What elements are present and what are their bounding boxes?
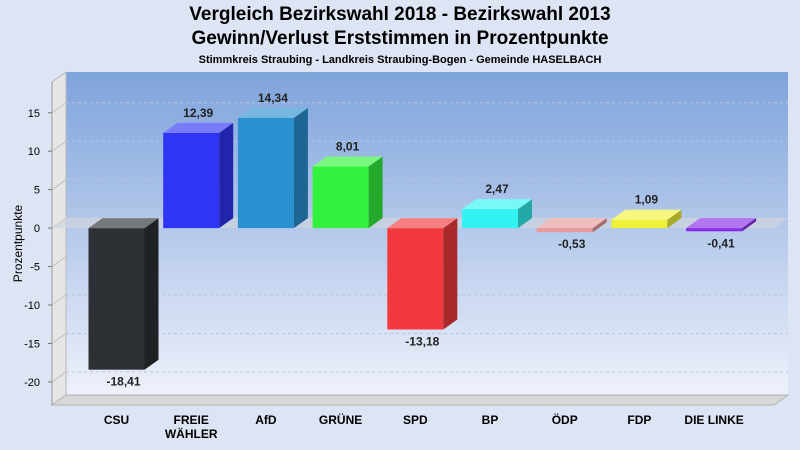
bar-top xyxy=(237,107,308,118)
bar-side xyxy=(592,218,607,233)
value-label: 14,34 xyxy=(258,91,288,105)
y-tick-label: -10 xyxy=(24,300,40,312)
value-label: -0,41 xyxy=(707,236,735,250)
bar-top xyxy=(686,218,757,229)
plot-floor xyxy=(50,394,790,406)
value-label: 2,47 xyxy=(485,182,509,196)
value-label: 12,39 xyxy=(183,106,213,120)
bar-side xyxy=(667,209,682,229)
value-label: 1,09 xyxy=(635,193,659,207)
bar-side xyxy=(293,107,308,229)
gridline-side xyxy=(51,294,67,306)
bar-front xyxy=(686,228,743,232)
gridline-side xyxy=(51,371,67,383)
bar xyxy=(686,218,757,232)
bar xyxy=(536,218,607,233)
gridline-side xyxy=(51,179,67,191)
bar-side xyxy=(518,199,532,229)
bar-front xyxy=(536,228,593,233)
value-label: -0,53 xyxy=(558,237,586,251)
bar xyxy=(462,199,532,229)
y-tick-label: -5 xyxy=(30,262,40,274)
bar xyxy=(237,107,308,229)
category-label: ÖDP xyxy=(552,412,578,427)
bar-top xyxy=(163,122,234,133)
bar-top xyxy=(312,156,383,167)
y-tick-label: -15 xyxy=(24,338,40,350)
bar-front xyxy=(312,166,369,229)
bar xyxy=(312,156,383,229)
category-label: SPD xyxy=(403,413,428,427)
bar-top xyxy=(611,209,682,220)
category-label: FDP xyxy=(627,413,651,427)
plot-side-wall xyxy=(51,71,67,406)
y-tick-label: 5 xyxy=(34,185,40,197)
chart-subtitle: Gewinn/Verlust Erststimmen in Prozentpun… xyxy=(191,28,609,49)
bar xyxy=(163,122,234,229)
category-label: GRÜNE xyxy=(319,412,362,427)
bar-top xyxy=(88,218,159,229)
value-label: 8,01 xyxy=(336,140,360,154)
bar-side xyxy=(368,156,383,229)
y-tick-label: 15 xyxy=(28,108,40,120)
gridline-side xyxy=(51,333,67,344)
value-label: -18,41 xyxy=(106,375,140,389)
category-label: BP xyxy=(482,413,499,427)
category-label: FREIE WÄHLER xyxy=(165,413,218,441)
y-tick-label: 0 xyxy=(34,223,40,235)
bar-top xyxy=(462,199,532,210)
bar-front xyxy=(237,117,294,229)
gridline-side xyxy=(51,102,67,114)
bar-side xyxy=(144,218,159,370)
gridline-side xyxy=(51,256,67,267)
gridline-side xyxy=(51,140,67,152)
category-label: DIE LINKE xyxy=(684,413,743,427)
category-label: AfD xyxy=(255,413,277,427)
bar-side xyxy=(219,122,234,229)
chart-titles: Vergleich Bezirkswahl 2018 - Bezirkswahl… xyxy=(0,0,800,67)
bar-front xyxy=(387,228,444,330)
y-tick-label: -20 xyxy=(24,377,40,389)
y-tick-label: 10 xyxy=(28,146,40,158)
bar-side xyxy=(443,218,458,330)
bar-top xyxy=(387,218,458,229)
bar xyxy=(387,218,458,330)
bar xyxy=(88,218,159,370)
bar-front xyxy=(611,219,668,229)
bar-front xyxy=(163,132,220,229)
chart-title: Vergleich Bezirkswahl 2018 - Bezirkswahl… xyxy=(189,4,611,25)
y-axis-label: Prozentpunkte xyxy=(11,204,25,282)
bar-side xyxy=(742,218,757,232)
bar xyxy=(611,209,682,229)
category-label: CSU xyxy=(104,413,129,427)
bar-top xyxy=(536,218,607,229)
bar-front xyxy=(462,209,518,229)
value-label: -13,18 xyxy=(405,334,439,348)
chart-subsubtitle: Stimmkreis Straubing - Landkreis Straubi… xyxy=(198,54,602,66)
bar-front xyxy=(88,228,145,370)
